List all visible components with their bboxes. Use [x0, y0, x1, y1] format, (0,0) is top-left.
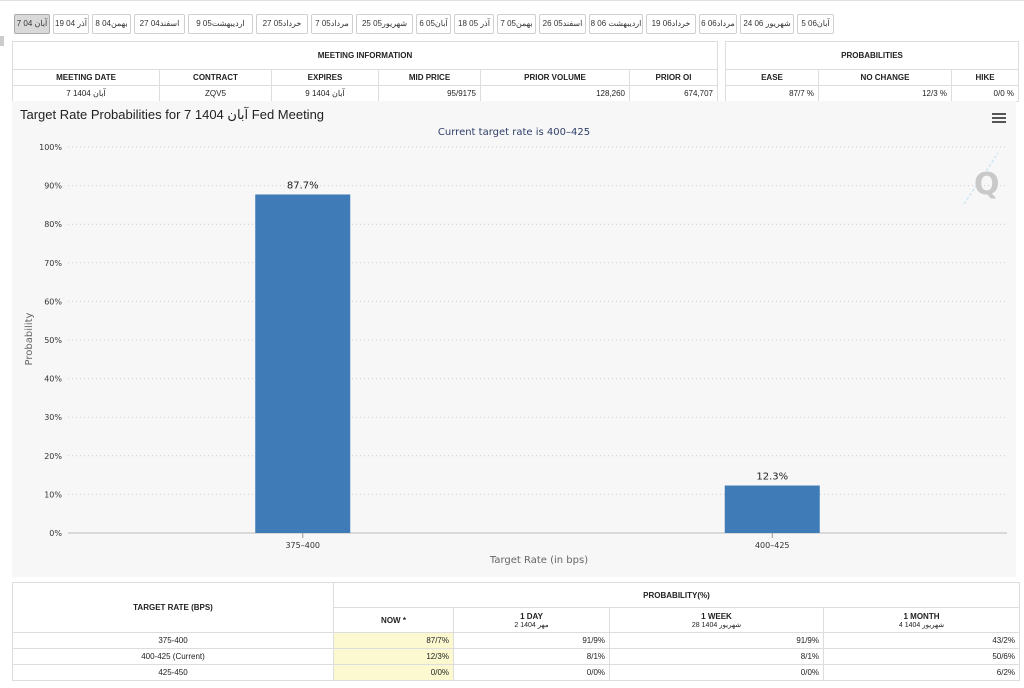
tab-meeting[interactable]: آذر 05 18	[454, 14, 494, 34]
top-divider	[0, 0, 1024, 1]
bar[interactable]	[724, 485, 820, 533]
col-1-month: 1 MONTH شهریور 1404 4	[823, 607, 1020, 633]
tab-meeting[interactable]: اردیبهشت 06 8	[589, 14, 643, 34]
meeting-info-table: MEETING INFORMATION MEETING DATE CONTRAC…	[12, 41, 718, 102]
value-cell: 91/9%	[453, 632, 610, 649]
y-tick-label: 80%	[44, 220, 62, 229]
tab-meeting[interactable]: بهمن05 7	[497, 14, 536, 34]
value-cell: 43/2%	[823, 632, 1020, 649]
y-tick-label: 40%	[44, 375, 62, 384]
tab-meeting[interactable]: آذر 04 19	[53, 14, 89, 34]
table-row: 425-450 0/0% 0/0% 0/0% 6/2%	[12, 664, 1020, 681]
value-cell: 50/6%	[823, 648, 1020, 665]
tab-meeting[interactable]: اسفند05 26	[539, 14, 586, 34]
col-1-day: 1 DAY مهر 1404 2	[453, 607, 610, 633]
expires: آبان 1404 9	[271, 85, 379, 102]
tab-meeting[interactable]: مرداد06 6	[699, 14, 737, 34]
y-tick-label: 100%	[39, 143, 62, 152]
y-tick-label: 50%	[44, 336, 62, 345]
value-cell: 87/7%	[333, 632, 454, 649]
probabilities-title: PROBABILITIES	[725, 41, 1019, 70]
meeting-date: آبان 1404 7	[12, 85, 160, 102]
col-header: HIKE	[951, 69, 1019, 86]
chart-title: Target Rate Probabilities for 7 1404 آبا…	[20, 107, 325, 122]
col-1-week: 1 WEEK شهریور 1404 28	[609, 607, 824, 633]
tab-meeting[interactable]: خرداد06 19	[646, 14, 696, 34]
tab-meeting[interactable]: مرداد05 7	[311, 14, 353, 34]
tab-meeting[interactable]: آبان05 6	[416, 14, 451, 34]
meeting-tabs: آبان 04 7 آذر 04 19 بهمن04 8 اسفند04 27 …	[14, 14, 1014, 34]
value-cell: 8/1%	[609, 648, 824, 665]
x-axis-label: Target Rate (in bps)	[489, 555, 588, 566]
table-row: 375-400 87/7% 91/9% 91/9% 43/2%	[12, 632, 1020, 649]
x-tick-label: 400–425	[755, 541, 790, 550]
watermark-logo-icon: Q	[963, 152, 1000, 205]
mid-price: 95/9175	[378, 85, 481, 102]
probabilities-table: PROBABILITIES EASE NO CHANGE HIKE 87/7 %…	[725, 41, 1019, 102]
col-header: EASE	[725, 69, 819, 86]
probability-header: PROBABILITY(%)	[333, 582, 1020, 608]
col-header: CONTRACT	[159, 69, 272, 86]
col-header: MEETING DATE	[12, 69, 160, 86]
value-cell: 0/0%	[453, 664, 610, 681]
prior-volume: 128,260	[480, 85, 630, 102]
col-header: PRIOR OI	[629, 69, 718, 86]
data-label: 87.7%	[287, 180, 319, 191]
y-tick-label: 60%	[44, 297, 62, 306]
svg-text:Q: Q	[974, 167, 1000, 202]
chart-plot: 0% 10% 20% 30% 40% 50% 60% 70% 80% 90% 100% Q 87.7…	[24, 143, 1007, 566]
contract: ZQV5	[159, 85, 272, 102]
prior-oi: 674,707	[629, 85, 718, 102]
no-change-value: 12/3 %	[818, 85, 952, 102]
y-tick-label: 70%	[44, 259, 62, 268]
col-header: EXPIRES	[271, 69, 379, 86]
tab-meeting[interactable]: آبان06 5	[797, 14, 834, 34]
tab-meeting[interactable]: اردیبهشت05 9	[188, 14, 253, 34]
rate-header: TARGET RATE (BPS)	[12, 582, 334, 633]
col-header: PRIOR VOLUME	[480, 69, 630, 86]
rate-cell: 375-400	[12, 632, 334, 649]
y-tick-label: 0%	[49, 529, 62, 538]
bar[interactable]	[255, 194, 351, 533]
x-tick-label: 375–400	[285, 541, 320, 550]
y-tick-label: 10%	[44, 490, 62, 499]
probability-chart: Target Rate Probabilities for 7 1404 آبا…	[12, 101, 1016, 577]
value-cell: 0/0%	[609, 664, 824, 681]
data-label: 12.3%	[756, 472, 788, 483]
hike-value: 0/0 %	[951, 85, 1019, 102]
value-cell: 6/2%	[823, 664, 1020, 681]
col-header: NO CHANGE	[818, 69, 952, 86]
col-header: MID PRICE	[378, 69, 481, 86]
rate-cell: 425-450	[12, 664, 334, 681]
chart-subtitle: Current target rate is 400–425	[437, 127, 591, 138]
tab-meeting[interactable]: شهریور05 25	[356, 14, 413, 34]
value-cell: 0/0%	[333, 664, 454, 681]
value-cell: 12/3%	[333, 648, 454, 665]
y-tick-label: 20%	[44, 452, 62, 461]
value-cell: 91/9%	[609, 632, 824, 649]
ease-value: 87/7 %	[725, 85, 819, 102]
col-now: NOW *	[333, 607, 454, 633]
tab-meeting[interactable]: آبان 04 7	[14, 14, 50, 34]
tab-meeting[interactable]: بهمن04 8	[92, 14, 131, 34]
collapse-handle[interactable]	[0, 36, 4, 46]
tab-meeting[interactable]: شهریور 06 24	[740, 14, 794, 34]
y-tick-label: 30%	[44, 413, 62, 422]
table-row: 400-425 (Current) 12/3% 8/1% 8/1% 50/6%	[12, 648, 1020, 665]
value-cell: 8/1%	[453, 648, 610, 665]
target-rate-table: TARGET RATE (BPS) PROBABILITY(%) NOW * 1…	[12, 582, 1020, 681]
y-axis-label: Probability	[24, 312, 35, 365]
meeting-info-title: MEETING INFORMATION	[12, 41, 718, 70]
rate-cell: 400-425 (Current)	[12, 648, 334, 665]
tab-meeting[interactable]: اسفند04 27	[134, 14, 185, 34]
tab-meeting[interactable]: خرداد05 27	[256, 14, 308, 34]
menu-icon[interactable]	[992, 113, 1006, 123]
y-tick-label: 90%	[44, 182, 62, 191]
